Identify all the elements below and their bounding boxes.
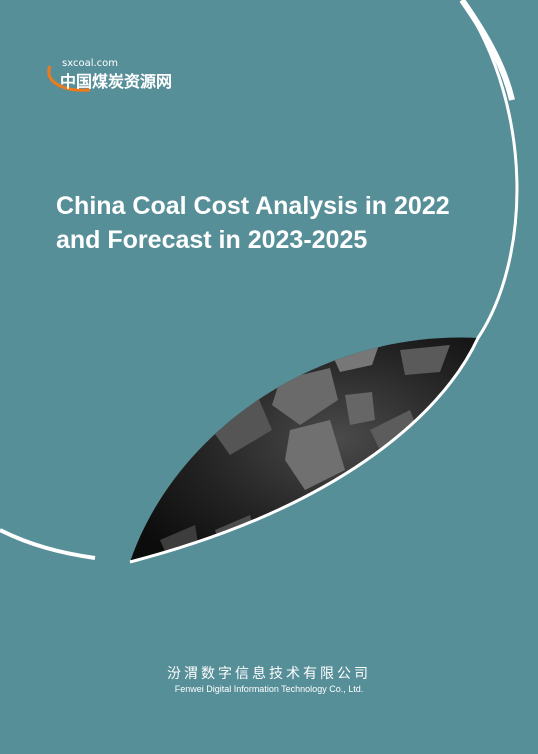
white-arc bbox=[129, 0, 519, 564]
logo-name: 中国煤炭资源网 bbox=[60, 72, 173, 91]
title-line: and Forecast in 2023-2025 bbox=[56, 226, 368, 254]
company-en: Fenwei Digital Information Technology Co… bbox=[174, 684, 364, 694]
logo-swoosh bbox=[47, 65, 91, 92]
company-cn: 汾渭数字信息技术有限公司 bbox=[167, 666, 371, 682]
white-arc-thick bbox=[459, 0, 515, 101]
title-line: China Coal Cost Analysis in 2022 bbox=[56, 192, 450, 220]
white-arc-left bbox=[0, 528, 96, 560]
logo-domain: sxcoal.com bbox=[62, 58, 119, 69]
